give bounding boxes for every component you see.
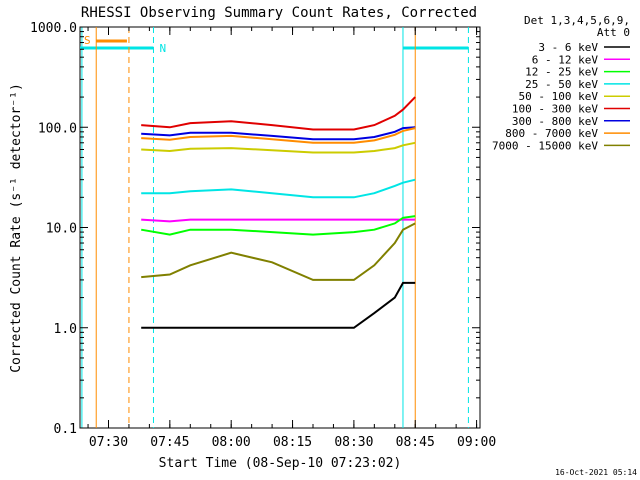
series-line xyxy=(141,281,416,329)
x-tick-label: 07:45 xyxy=(150,435,189,450)
legend-entry-label: 25 - 50 keV xyxy=(525,78,598,91)
y-axis-label: Corrected Count Rate (s⁻¹ detector⁻¹) xyxy=(9,83,24,373)
x-axis: 07:30 07:45 08:00 08:15 08:30 08:45 09:00 xyxy=(87,27,496,450)
legend-entry-label: 7000 - 15000 keV xyxy=(492,139,598,152)
x-tick-label: 08:30 xyxy=(334,435,373,450)
x-tick-label: 09:00 xyxy=(457,435,496,450)
series-line xyxy=(141,141,416,154)
footer-timestamp: 16-Oct-2021 05:14 xyxy=(555,468,637,477)
series-line xyxy=(141,126,416,141)
series-line xyxy=(141,96,416,131)
legend-entry-label: 800 - 7000 keV xyxy=(505,127,598,140)
flag-bars: SN xyxy=(80,34,469,55)
series-line xyxy=(141,178,416,199)
series-line xyxy=(141,218,416,223)
flag-label: S xyxy=(84,34,91,47)
plot-frame xyxy=(79,26,481,429)
x-tick-label: 08:15 xyxy=(273,435,312,450)
series-lines xyxy=(141,96,416,329)
series-line xyxy=(141,222,416,281)
x-axis-label: Start Time (08-Sep-10 07:23:02) xyxy=(159,456,402,471)
y-tick-label: 0.1 xyxy=(54,422,77,437)
x-tick-label: 07:30 xyxy=(89,435,128,450)
series-line xyxy=(141,127,416,144)
y-tick-label: 10.0 xyxy=(46,222,77,237)
chart-title: RHESSI Observing Summary Count Rates, Co… xyxy=(81,5,477,21)
legend-entry-label: 12 - 25 keV xyxy=(525,66,598,79)
legend-entry-label: 100 - 300 keV xyxy=(512,103,598,116)
y-tick-label: 1000.0 xyxy=(30,21,77,36)
x-tick-label: 08:00 xyxy=(212,435,251,450)
legend-entry-label: 6 - 12 keV xyxy=(532,53,599,66)
vertical-markers xyxy=(81,27,469,428)
legend-header: Det 1,3,4,5,6,9, xyxy=(524,14,630,27)
y-axis: 0.1 1.0 10.0 100.0 1000.0 xyxy=(30,21,480,437)
legend-header: Att 0 xyxy=(597,26,630,39)
legend-entry-label: 300 - 800 keV xyxy=(512,115,598,128)
series-line xyxy=(141,215,416,236)
y-tick-label: 100.0 xyxy=(38,121,77,136)
legend-entry-label: 3 - 6 keV xyxy=(538,41,598,54)
x-tick-label: 08:45 xyxy=(396,435,435,450)
legend-entry-label: 50 - 100 keV xyxy=(519,90,599,103)
y-tick-label: 1.0 xyxy=(54,322,77,337)
flag-label: N xyxy=(159,42,166,55)
